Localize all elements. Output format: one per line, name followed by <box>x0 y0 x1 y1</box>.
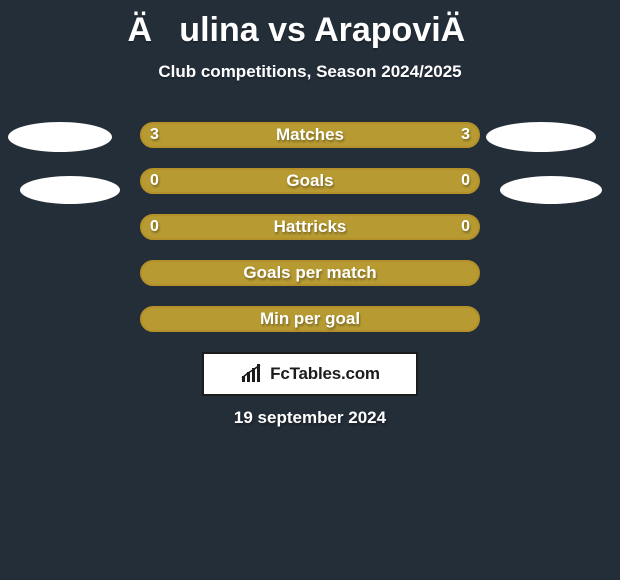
stat-bar-track <box>140 168 480 194</box>
avatar-ellipse <box>8 122 112 152</box>
infographic-root: Äulina vs ArapoviÄ Club competitions, … <box>0 0 620 580</box>
avatar-ellipse <box>486 122 596 152</box>
source-badge: FcTables.com <box>202 352 418 396</box>
stat-bar-track <box>140 122 480 148</box>
stat-bar-fill-left <box>142 124 310 146</box>
source-badge-text: FcTables.com <box>270 364 380 384</box>
date-text: 19 september 2024 <box>0 408 620 428</box>
stats-container: Matches33Goals00Hattricks00Goals per mat… <box>0 122 620 352</box>
stat-bar-track <box>140 260 480 286</box>
page-title: Äulina vs ArapoviÄ <box>0 0 620 52</box>
stat-bar-track <box>140 306 480 332</box>
stat-bar-fill-right <box>310 124 478 146</box>
stat-row: Goals per match <box>0 260 620 306</box>
chart-icon <box>240 364 264 384</box>
page-subtitle: Club competitions, Season 2024/2025 <box>0 62 620 82</box>
stat-row: Hattricks00 <box>0 214 620 260</box>
avatar-ellipse <box>20 176 120 204</box>
avatar-ellipse <box>500 176 602 204</box>
stat-bar-track <box>140 214 480 240</box>
stat-row: Min per goal <box>0 306 620 352</box>
